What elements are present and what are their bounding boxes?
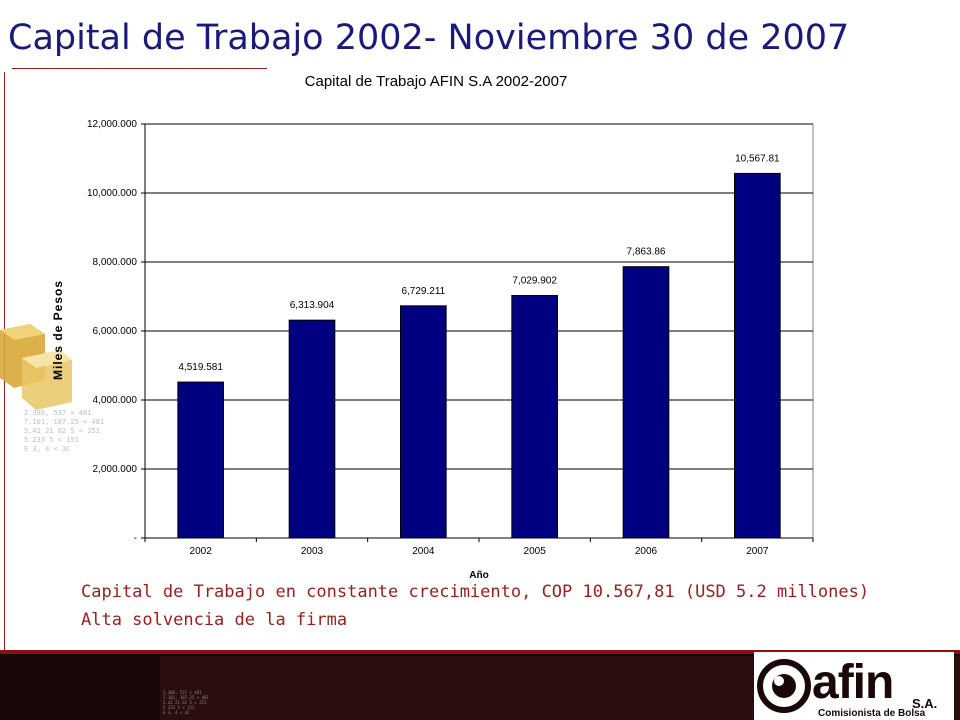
svg-text:7.101, 187.25 < 481: 7.101, 187.25 < 481	[24, 418, 104, 426]
bullet-list: Capital de Trabajo en constante crecimie…	[81, 578, 869, 634]
footer-decor-text: 2.386, 537 > 481 7.101, 187.25 < 481 5.4…	[163, 690, 209, 715]
bar-value-label: 10,567.81	[735, 153, 780, 164]
y-tick-label: 6,000.000	[93, 326, 138, 337]
afin-logo: afin S.A. Comisionista de Bolsa	[754, 652, 954, 720]
bar-value-label: 6,313.904	[290, 300, 335, 311]
bar-value-label: 4,519.581	[178, 362, 223, 373]
y-tick-label: 8,000.000	[93, 257, 138, 268]
bar	[288, 319, 336, 539]
y-tick-label: 10,000.000	[87, 188, 137, 199]
bullet-item-solvency: Alta solvencia de la firma	[81, 610, 348, 630]
x-tick-label: 2005	[524, 546, 547, 557]
y-axis-title: Miles de Pesos	[51, 280, 65, 380]
bar-value-label: 7,863.86	[627, 247, 666, 258]
y-tick-label: -	[134, 533, 137, 544]
x-tick-label: 2004	[412, 546, 435, 557]
y-tick-label: 4,000.000	[93, 395, 138, 406]
logo-wordmark: afin	[812, 656, 893, 709]
chart-title: Capital de Trabajo AFIN S.A 2002-2007	[305, 73, 568, 90]
bar	[400, 305, 447, 539]
x-tick-label: 2002	[190, 546, 213, 557]
decorative-cubes-graphic: 2.386, 537 > 481 7.101, 187.25 < 481 5.4…	[0, 324, 104, 453]
svg-text:2.386, 537 > 481: 2.386, 537 > 481	[24, 409, 91, 417]
y-tick-label: 2,000.000	[93, 464, 138, 475]
logo-tagline: Comisionista de Bolsa	[818, 708, 926, 719]
bar	[177, 381, 224, 539]
x-axis-title: Año	[469, 570, 488, 581]
bar-value-label: 6,729.211	[401, 286, 445, 297]
svg-text:E 3, 4 < 3C: E 3, 4 < 3C	[24, 445, 70, 453]
x-tick-label: 2007	[746, 546, 769, 557]
svg-text:5.42 21 62 5 < 251: 5.42 21 62 5 < 251	[24, 427, 100, 435]
bar-value-label: 7,029.902	[512, 275, 557, 286]
svg-text:5 233 5 < 151: 5 233 5 < 151	[24, 436, 79, 444]
bar-chart: Capital de Trabajo AFIN S.A 2002-2007 4,…	[51, 73, 814, 581]
x-tick-label: 2003	[301, 546, 324, 557]
x-tick-label: 2006	[635, 546, 658, 557]
logo-suffix: S.A.	[912, 696, 937, 711]
y-tick-label: 12,000.000	[87, 119, 137, 130]
slide-title: Capital de Trabajo 2002- Noviembre 30 de…	[8, 18, 850, 58]
bar	[622, 266, 670, 539]
footer-top-line	[0, 650, 960, 654]
bullet-item-growth: Capital de Trabajo en constante crecimie…	[81, 582, 870, 602]
bar	[511, 294, 558, 539]
title-underline	[12, 68, 267, 69]
bar	[734, 172, 781, 539]
